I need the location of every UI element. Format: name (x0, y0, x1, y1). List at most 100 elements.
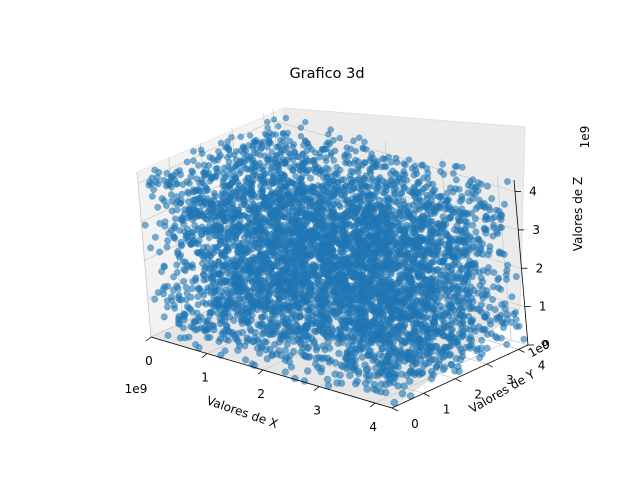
data-point (307, 197, 315, 205)
data-point (267, 139, 275, 147)
data-point (442, 220, 450, 228)
data-point (386, 307, 395, 316)
data-point (389, 236, 397, 244)
data-point (164, 331, 172, 339)
data-point (220, 330, 229, 338)
data-point (232, 262, 240, 270)
data-point (267, 323, 276, 331)
data-point (503, 267, 511, 274)
data-point (202, 187, 210, 195)
data-point (336, 324, 345, 333)
data-point (184, 214, 192, 222)
data-point (215, 211, 224, 219)
data-point (400, 382, 408, 390)
data-point (286, 314, 295, 323)
data-point (272, 216, 281, 225)
data-point (452, 176, 460, 184)
data-point (422, 235, 431, 243)
data-point (407, 337, 416, 346)
data-point (190, 148, 197, 155)
data-point (183, 303, 191, 311)
data-point (194, 240, 202, 248)
data-point (375, 196, 383, 204)
data-point (282, 252, 290, 260)
data-point (279, 203, 287, 211)
data-point (437, 233, 446, 241)
data-point (328, 307, 336, 316)
data-point (210, 294, 218, 302)
data-point (316, 219, 324, 227)
data-point (258, 285, 267, 293)
data-point (405, 377, 414, 385)
data-point (296, 313, 304, 321)
data-point (304, 367, 312, 375)
data-point (337, 379, 346, 387)
data-point (277, 351, 285, 360)
data-point (381, 155, 389, 163)
data-point (417, 299, 425, 307)
data-point (257, 176, 265, 184)
data-point (399, 228, 408, 237)
data-point (155, 168, 163, 176)
data-point (358, 251, 367, 259)
data-point (324, 295, 332, 303)
data-point (407, 330, 415, 338)
data-point (367, 170, 375, 177)
data-point (356, 297, 365, 305)
data-point (358, 262, 367, 271)
data-point (426, 218, 434, 226)
data-point (268, 270, 277, 278)
data-point (405, 202, 413, 210)
data-point (212, 165, 220, 173)
data-point (233, 148, 240, 155)
data-point (489, 296, 496, 303)
data-point (262, 346, 270, 354)
data-point (481, 226, 489, 234)
data-point (347, 266, 355, 275)
data-point (475, 237, 483, 245)
data-point (387, 314, 396, 322)
data-point (436, 193, 445, 201)
data-point (292, 173, 299, 180)
data-point (253, 270, 262, 278)
data-point (242, 316, 250, 324)
data-point (429, 187, 437, 195)
data-point (384, 194, 392, 202)
data-point (276, 141, 283, 149)
data-point (427, 285, 435, 293)
data-point (449, 188, 457, 196)
data-point (421, 254, 429, 263)
data-point (276, 195, 285, 203)
data-point (341, 299, 349, 307)
data-point (217, 278, 225, 286)
data-point (364, 263, 373, 272)
data-point (468, 273, 476, 281)
data-point (339, 232, 347, 240)
data-point (197, 146, 205, 154)
data-point (338, 246, 346, 255)
data-point (336, 307, 344, 316)
data-point (476, 354, 484, 362)
data-point (336, 371, 344, 379)
data-point (501, 300, 509, 308)
data-point (456, 217, 464, 225)
data-point (257, 227, 266, 236)
data-point (239, 195, 247, 204)
data-point (429, 180, 437, 188)
data-point (294, 226, 302, 235)
data-point (348, 353, 356, 362)
data-point (148, 192, 156, 200)
data-point (396, 220, 405, 229)
data-point (454, 299, 463, 307)
data-point (313, 343, 321, 351)
data-point (242, 245, 250, 253)
data-point (305, 235, 313, 243)
data-point (370, 385, 378, 393)
data-point (454, 341, 462, 349)
data-point (387, 362, 395, 371)
data-point (185, 190, 193, 197)
data-point (337, 279, 345, 287)
data-point (494, 284, 502, 292)
data-point (276, 244, 285, 252)
data-point (165, 229, 173, 237)
